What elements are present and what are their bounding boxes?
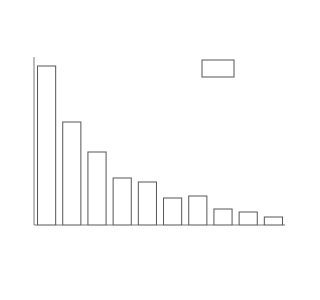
- bar: [87, 151, 107, 226]
- bar: [238, 211, 258, 226]
- bar: [188, 195, 208, 226]
- chart: [33, 57, 285, 226]
- bar: [62, 121, 82, 226]
- bar: [137, 181, 157, 226]
- bar: [263, 216, 283, 226]
- bar: [163, 197, 183, 226]
- bar: [37, 65, 57, 226]
- legend-box: [201, 59, 235, 78]
- bar: [112, 177, 132, 226]
- bar: [213, 208, 233, 226]
